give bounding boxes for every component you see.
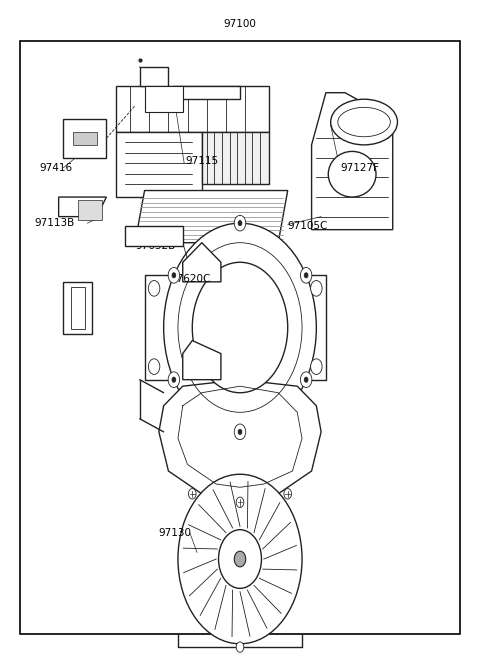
Polygon shape	[71, 287, 85, 329]
Ellipse shape	[338, 107, 390, 137]
Polygon shape	[312, 93, 393, 230]
Circle shape	[311, 280, 322, 296]
Circle shape	[172, 377, 176, 383]
Circle shape	[178, 474, 302, 644]
Text: 97416: 97416	[39, 162, 72, 173]
Circle shape	[172, 272, 176, 278]
Circle shape	[234, 552, 246, 567]
Circle shape	[236, 497, 244, 508]
Polygon shape	[63, 282, 92, 334]
Polygon shape	[116, 132, 202, 197]
Polygon shape	[183, 341, 221, 380]
Text: 97113B: 97113B	[35, 218, 75, 228]
Text: 97127F: 97127F	[340, 162, 379, 173]
Ellipse shape	[328, 151, 376, 197]
Circle shape	[148, 359, 160, 375]
Circle shape	[300, 372, 312, 388]
Polygon shape	[59, 197, 107, 217]
Polygon shape	[202, 132, 269, 184]
Polygon shape	[78, 200, 102, 220]
Text: 97130: 97130	[159, 528, 192, 538]
Polygon shape	[183, 243, 221, 282]
Polygon shape	[135, 191, 288, 243]
Ellipse shape	[331, 99, 397, 145]
Circle shape	[234, 424, 246, 440]
Text: 97100: 97100	[224, 19, 256, 29]
Polygon shape	[159, 380, 321, 500]
Circle shape	[218, 530, 262, 588]
Text: 97105C: 97105C	[288, 221, 328, 231]
Circle shape	[311, 359, 322, 375]
Polygon shape	[125, 227, 183, 246]
Polygon shape	[144, 275, 326, 380]
Circle shape	[192, 262, 288, 393]
Circle shape	[304, 272, 308, 278]
Circle shape	[189, 489, 196, 499]
Polygon shape	[173, 86, 240, 99]
Polygon shape	[63, 119, 107, 158]
Polygon shape	[140, 67, 168, 86]
Polygon shape	[116, 86, 269, 132]
Circle shape	[148, 280, 160, 296]
Circle shape	[168, 372, 180, 388]
Circle shape	[234, 215, 246, 231]
Circle shape	[164, 223, 316, 432]
Polygon shape	[73, 132, 97, 145]
Text: 97115: 97115	[185, 156, 218, 166]
Polygon shape	[144, 86, 183, 112]
Circle shape	[236, 642, 244, 652]
Circle shape	[238, 221, 242, 226]
Circle shape	[238, 429, 242, 434]
Text: 97620C: 97620C	[171, 274, 211, 284]
Circle shape	[168, 267, 180, 283]
Circle shape	[304, 377, 308, 383]
Circle shape	[284, 489, 291, 499]
Text: 97632B: 97632B	[135, 241, 175, 251]
Circle shape	[300, 267, 312, 283]
